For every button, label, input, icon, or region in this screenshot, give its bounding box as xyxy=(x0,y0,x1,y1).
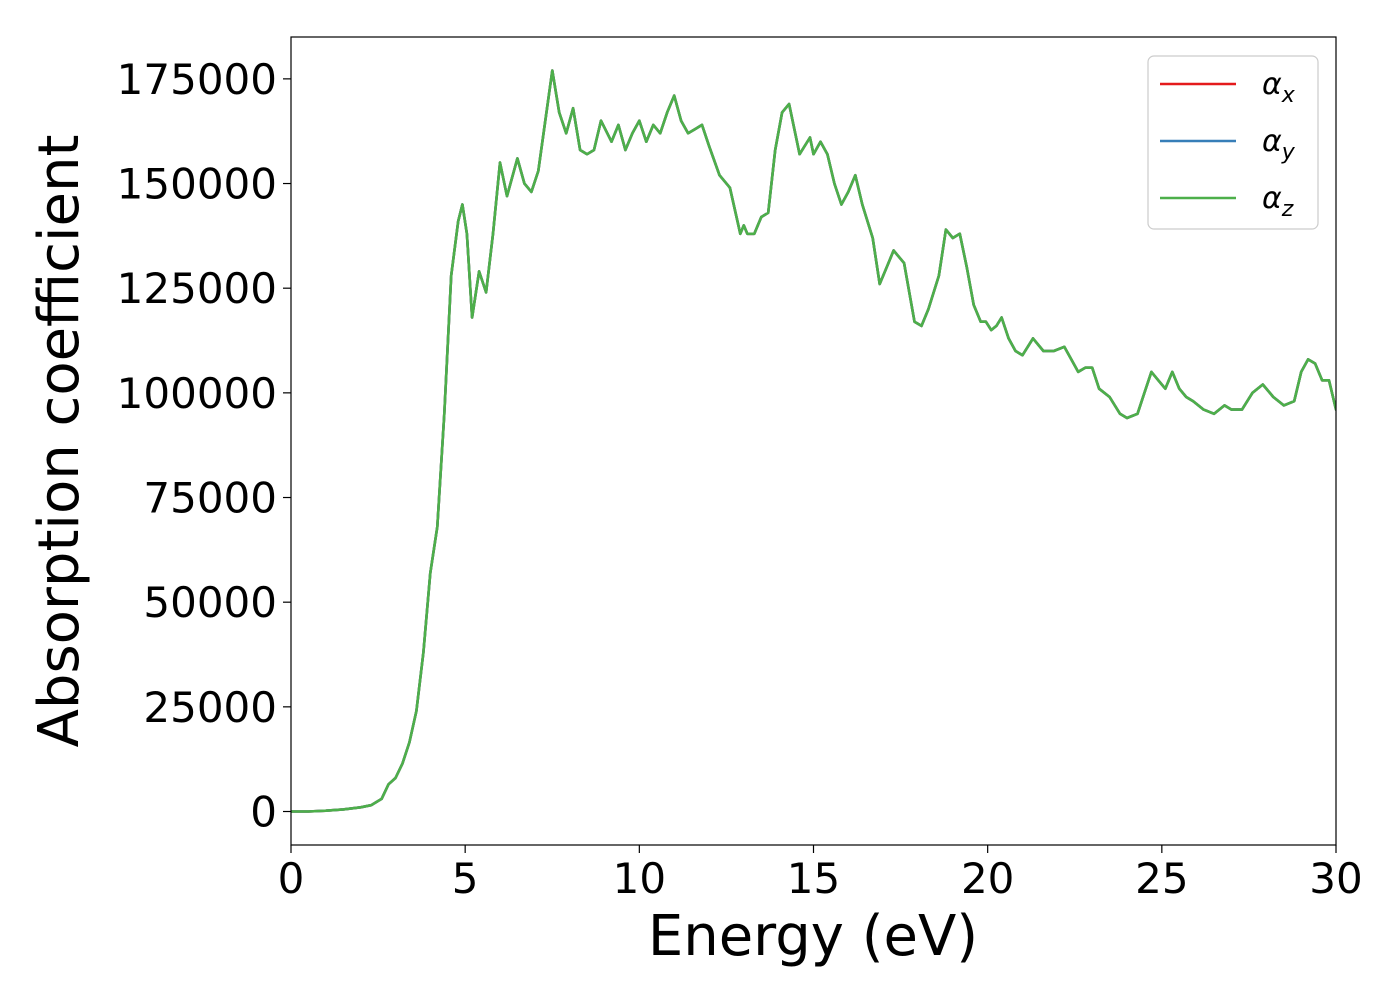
x-tick-label: 0 xyxy=(278,854,305,903)
y-tick-label: 50000 xyxy=(143,578,277,627)
y-tick-label: 125000 xyxy=(117,264,277,313)
series-line-3 xyxy=(291,69,1336,813)
y-tick-label: 150000 xyxy=(117,160,277,209)
x-tick-label: 30 xyxy=(1309,854,1362,903)
x-axis: 0 5 10 15 20 25 30 xyxy=(278,845,1363,903)
x-tick-label: 10 xyxy=(613,854,666,903)
y-tick-label: 75000 xyxy=(143,474,277,523)
y-tick-label: 100000 xyxy=(117,369,277,418)
x-axis-title: Energy (eV) xyxy=(648,904,978,969)
x-tick-label: 15 xyxy=(787,854,840,903)
y-tick-label: 175000 xyxy=(117,55,277,104)
series-layer xyxy=(291,69,1336,813)
x-tick-label: 20 xyxy=(961,854,1014,903)
x-tick-label: 5 xyxy=(452,854,479,903)
x-tick-label: 25 xyxy=(1135,854,1188,903)
y-axis: 0 25000 50000 75000 100000 125000 150000 175000 xyxy=(117,55,291,837)
y-axis-title: Absorption coefficient xyxy=(27,135,92,748)
y-tick-label: 0 xyxy=(250,788,277,837)
y-tick-label: 25000 xyxy=(143,683,277,732)
legend-box xyxy=(1147,55,1319,230)
